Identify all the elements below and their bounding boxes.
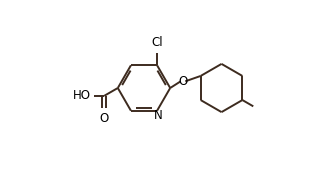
Text: Cl: Cl bbox=[151, 36, 163, 49]
Text: O: O bbox=[100, 112, 109, 125]
Text: HO: HO bbox=[73, 89, 91, 102]
Text: N: N bbox=[154, 109, 163, 122]
Text: O: O bbox=[178, 75, 188, 88]
